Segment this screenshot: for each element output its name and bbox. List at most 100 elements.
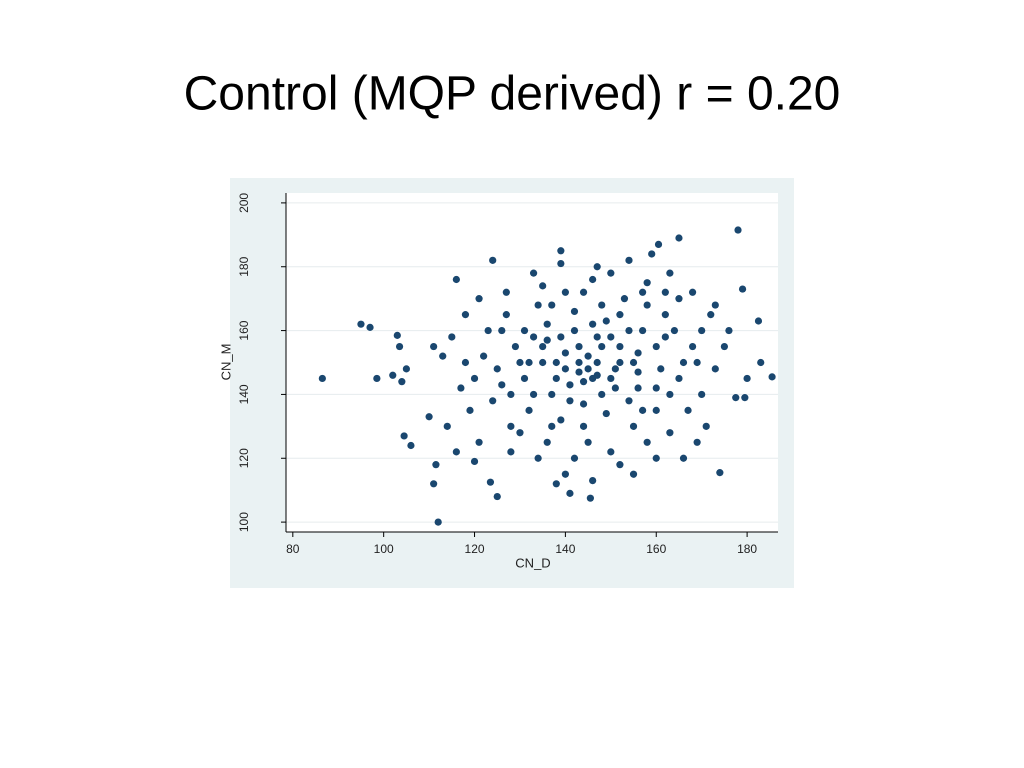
- point: [616, 461, 624, 469]
- point: [629, 358, 638, 367]
- point: [584, 365, 592, 373]
- point: [507, 422, 515, 430]
- point: [643, 438, 651, 446]
- point: [516, 358, 524, 367]
- point: [489, 256, 497, 264]
- y-axis-label: CN_M: [218, 344, 233, 381]
- point: [486, 478, 495, 486]
- point: [693, 358, 701, 367]
- point: [711, 365, 719, 373]
- point: [395, 342, 404, 351]
- point: [516, 429, 524, 437]
- point: [318, 374, 326, 383]
- point: [579, 400, 588, 408]
- point: [480, 352, 488, 360]
- point: [675, 234, 683, 242]
- point: [684, 406, 692, 414]
- point: [675, 374, 683, 383]
- point: [698, 390, 706, 399]
- point: [357, 320, 365, 328]
- point: [593, 358, 601, 367]
- point: [507, 390, 515, 399]
- point: [443, 422, 451, 430]
- point: [475, 295, 483, 303]
- point: [725, 326, 733, 335]
- point: [702, 422, 710, 430]
- point: [634, 384, 642, 392]
- point: [743, 374, 751, 383]
- y-tick-label: 100: [237, 512, 251, 532]
- point: [602, 317, 610, 325]
- point: [607, 374, 615, 383]
- point: [470, 457, 479, 466]
- y-tick-label: 180: [237, 256, 251, 276]
- point: [698, 326, 706, 335]
- point: [707, 311, 715, 319]
- x-tick-label: 140: [555, 542, 575, 556]
- point: [652, 406, 660, 414]
- point: [520, 326, 529, 335]
- point: [575, 342, 583, 351]
- point: [634, 368, 642, 376]
- point: [575, 358, 583, 367]
- point: [720, 342, 728, 351]
- chart-layer: 100 120 140 160 180 200 80 100 120 140 160 180: [237, 193, 778, 556]
- point: [466, 406, 474, 414]
- point: [620, 295, 629, 303]
- y-tick-label: 160: [237, 320, 251, 340]
- point: [643, 301, 651, 309]
- point: [430, 342, 438, 351]
- point: [570, 454, 579, 462]
- point: [493, 492, 501, 501]
- point: [566, 397, 574, 405]
- point: [525, 406, 533, 414]
- point: [757, 358, 765, 367]
- point: [579, 422, 588, 430]
- point: [557, 247, 565, 255]
- point: [498, 326, 506, 335]
- point: [402, 365, 410, 373]
- point: [475, 438, 483, 446]
- point: [607, 333, 615, 341]
- point: [548, 390, 556, 399]
- point: [666, 269, 674, 277]
- x-tick-label: 180: [737, 542, 757, 556]
- point: [598, 301, 606, 309]
- point: [607, 448, 615, 456]
- point: [625, 397, 633, 405]
- point: [586, 494, 594, 502]
- point: [407, 441, 415, 450]
- point: [579, 288, 588, 296]
- point: [434, 518, 442, 526]
- point: [584, 352, 592, 360]
- point: [675, 295, 683, 303]
- point: [561, 288, 569, 296]
- point: [470, 374, 479, 383]
- point: [373, 374, 381, 383]
- point: [552, 374, 560, 383]
- point: [611, 384, 619, 392]
- point: [566, 489, 574, 497]
- point: [539, 282, 547, 290]
- point: [589, 320, 597, 328]
- point: [625, 256, 633, 264]
- point: [520, 374, 529, 383]
- point: [570, 307, 579, 316]
- point: [561, 365, 569, 373]
- point: [754, 317, 763, 325]
- point: [548, 301, 556, 309]
- point: [654, 240, 663, 248]
- point: [639, 288, 647, 296]
- point: [498, 381, 506, 389]
- point: [432, 461, 440, 469]
- point: [452, 448, 460, 456]
- point: [579, 378, 588, 386]
- point: [598, 342, 606, 351]
- point: [652, 384, 660, 392]
- point: [661, 288, 669, 296]
- point: [738, 285, 747, 293]
- point: [634, 349, 642, 357]
- point: [425, 413, 433, 421]
